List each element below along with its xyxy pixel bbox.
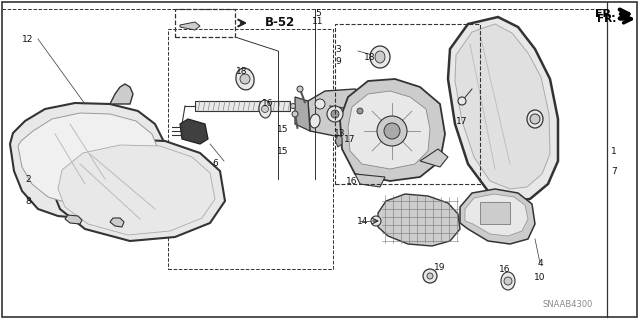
Polygon shape [110, 218, 124, 227]
Circle shape [315, 99, 325, 109]
Text: SNAAB4300: SNAAB4300 [543, 300, 593, 309]
Polygon shape [448, 17, 558, 201]
Text: 18: 18 [236, 66, 248, 76]
Ellipse shape [527, 110, 543, 128]
Polygon shape [52, 139, 225, 241]
Bar [335, 24, 480, 184]
Polygon shape [65, 215, 82, 224]
Text: 10: 10 [534, 272, 546, 281]
Circle shape [262, 106, 269, 113]
Polygon shape [195, 101, 290, 111]
Circle shape [354, 105, 366, 117]
Polygon shape [10, 103, 168, 219]
Polygon shape [348, 91, 430, 169]
Circle shape [530, 114, 540, 124]
Polygon shape [465, 194, 528, 236]
Polygon shape [455, 24, 550, 189]
Polygon shape [335, 135, 342, 147]
Text: 19: 19 [435, 263, 445, 271]
Bar [175, 9, 235, 37]
Ellipse shape [236, 68, 254, 90]
Circle shape [240, 74, 250, 84]
Bar [168, 29, 333, 269]
Polygon shape [58, 145, 215, 235]
Text: 7: 7 [611, 167, 617, 175]
Circle shape [331, 110, 339, 118]
Text: 16: 16 [262, 100, 274, 108]
Text: 17: 17 [456, 116, 468, 125]
Text: 15: 15 [277, 124, 289, 133]
Text: FR.: FR. [596, 14, 616, 24]
Text: 18: 18 [364, 53, 376, 62]
Text: 16: 16 [346, 176, 358, 186]
Polygon shape [340, 79, 445, 181]
Text: 16: 16 [499, 264, 511, 273]
Circle shape [427, 273, 433, 279]
Text: 8: 8 [25, 197, 31, 205]
Circle shape [377, 116, 407, 146]
Text: 4: 4 [537, 258, 543, 268]
Text: 5: 5 [315, 9, 321, 18]
Polygon shape [355, 174, 385, 187]
Polygon shape [420, 149, 448, 167]
Text: 15: 15 [277, 146, 289, 155]
Circle shape [327, 106, 343, 122]
Bar [480, 202, 510, 224]
Text: 13: 13 [334, 130, 346, 138]
Text: 2: 2 [25, 174, 31, 183]
Text: 12: 12 [22, 34, 34, 43]
Ellipse shape [259, 100, 271, 118]
Text: FR.: FR. [595, 9, 616, 19]
Circle shape [292, 111, 298, 117]
Polygon shape [180, 22, 200, 30]
Circle shape [291, 103, 296, 108]
Text: 1: 1 [611, 146, 617, 155]
Text: 14: 14 [357, 217, 369, 226]
Text: 9: 9 [335, 56, 341, 65]
Polygon shape [180, 119, 208, 144]
Ellipse shape [310, 114, 320, 128]
Ellipse shape [501, 272, 515, 290]
Text: 6: 6 [212, 160, 218, 168]
Circle shape [371, 216, 381, 226]
Text: B-52: B-52 [265, 17, 295, 29]
Text: 11: 11 [312, 17, 324, 26]
Polygon shape [110, 84, 133, 104]
Ellipse shape [375, 51, 385, 63]
Circle shape [504, 277, 512, 285]
Polygon shape [308, 89, 380, 137]
Text: 17: 17 [344, 135, 356, 144]
Polygon shape [295, 97, 310, 131]
Circle shape [297, 86, 303, 92]
Polygon shape [18, 113, 160, 206]
Text: 3: 3 [335, 44, 341, 54]
Circle shape [458, 97, 466, 105]
Circle shape [357, 108, 363, 114]
Polygon shape [378, 194, 460, 246]
Polygon shape [460, 189, 535, 244]
Circle shape [384, 123, 400, 139]
Circle shape [423, 269, 437, 283]
Ellipse shape [370, 46, 390, 68]
